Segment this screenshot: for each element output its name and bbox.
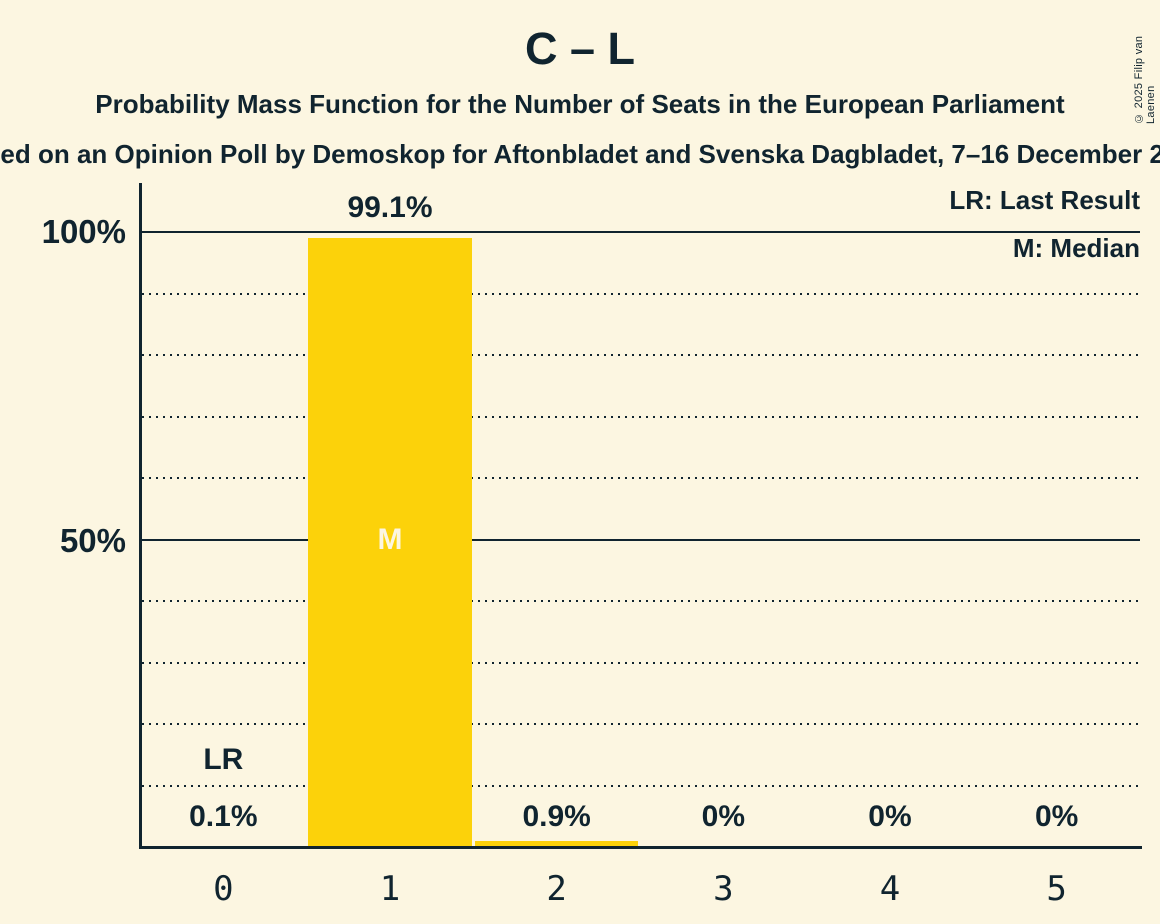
gridline-20 bbox=[142, 723, 1140, 725]
gridline-40 bbox=[142, 600, 1140, 602]
median-marker: M bbox=[377, 522, 403, 556]
bar-value-label-2: 0.9% bbox=[522, 800, 591, 833]
gridline-80 bbox=[142, 354, 1140, 356]
chart-source-line: Based on an Opinion Poll by Demoskop for… bbox=[0, 139, 1160, 169]
x-tick-label-0: 0 bbox=[213, 869, 234, 909]
bar-value-label-5: 0% bbox=[1034, 800, 1079, 833]
legend-median: M: Median bbox=[1012, 233, 1140, 263]
legend-last-result: LR: Last Result bbox=[949, 185, 1140, 215]
gridline-100 bbox=[142, 231, 1140, 233]
x-tick-label-5: 5 bbox=[1046, 869, 1067, 909]
bar-value-label-3: 0% bbox=[701, 800, 745, 833]
bar-seats-2 bbox=[474, 841, 639, 847]
gridline-70 bbox=[142, 415, 1140, 418]
x-tick-label-3: 3 bbox=[713, 869, 734, 909]
last-result-marker: LR bbox=[203, 743, 244, 776]
gridline-60 bbox=[142, 477, 1140, 479]
x-axis-line bbox=[139, 846, 1142, 849]
gridline-90 bbox=[142, 292, 1140, 295]
y-axis-line bbox=[139, 183, 142, 849]
chart-subtitle: Probability Mass Function for the Number… bbox=[95, 89, 1065, 119]
gridline-50 bbox=[142, 538, 1140, 541]
y-tick-label-50: 50% bbox=[59, 522, 126, 559]
x-tick-label-2: 2 bbox=[546, 869, 567, 909]
bar-value-label-0: 0.1% bbox=[189, 800, 258, 833]
bar-value-label-4: 0% bbox=[868, 800, 912, 833]
bar-value-label-1: 99.1% bbox=[347, 190, 433, 224]
y-tick-label-100: 100% bbox=[41, 213, 126, 250]
x-tick-label-4: 4 bbox=[879, 869, 901, 909]
bar-seats-1 bbox=[308, 237, 472, 847]
chart-title: C – L bbox=[524, 23, 636, 74]
gridline-10 bbox=[142, 784, 1140, 787]
gridline-30 bbox=[142, 661, 1140, 664]
copyright-notice: © 2025 Filip van Laenen bbox=[1133, 35, 1157, 124]
x-tick-label-1: 1 bbox=[379, 869, 401, 909]
